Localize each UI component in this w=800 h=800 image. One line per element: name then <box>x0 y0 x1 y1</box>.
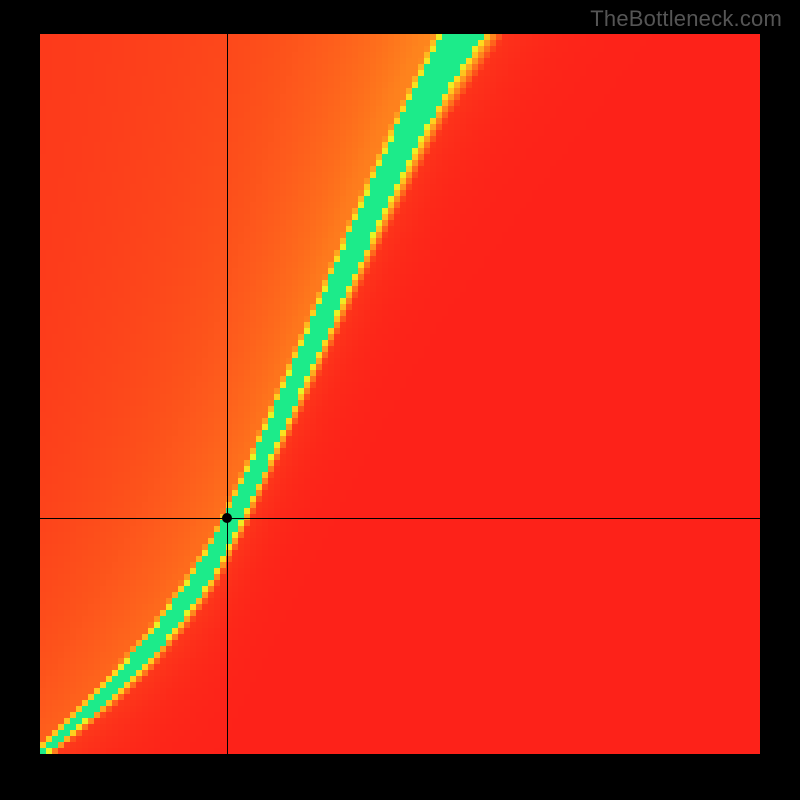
crosshair-marker-dot <box>222 513 232 523</box>
crosshair-vertical <box>227 34 228 754</box>
heatmap-canvas <box>40 34 760 754</box>
heatmap-plot <box>40 34 760 754</box>
crosshair-horizontal <box>40 518 760 519</box>
watermark-text: TheBottleneck.com <box>590 6 782 32</box>
